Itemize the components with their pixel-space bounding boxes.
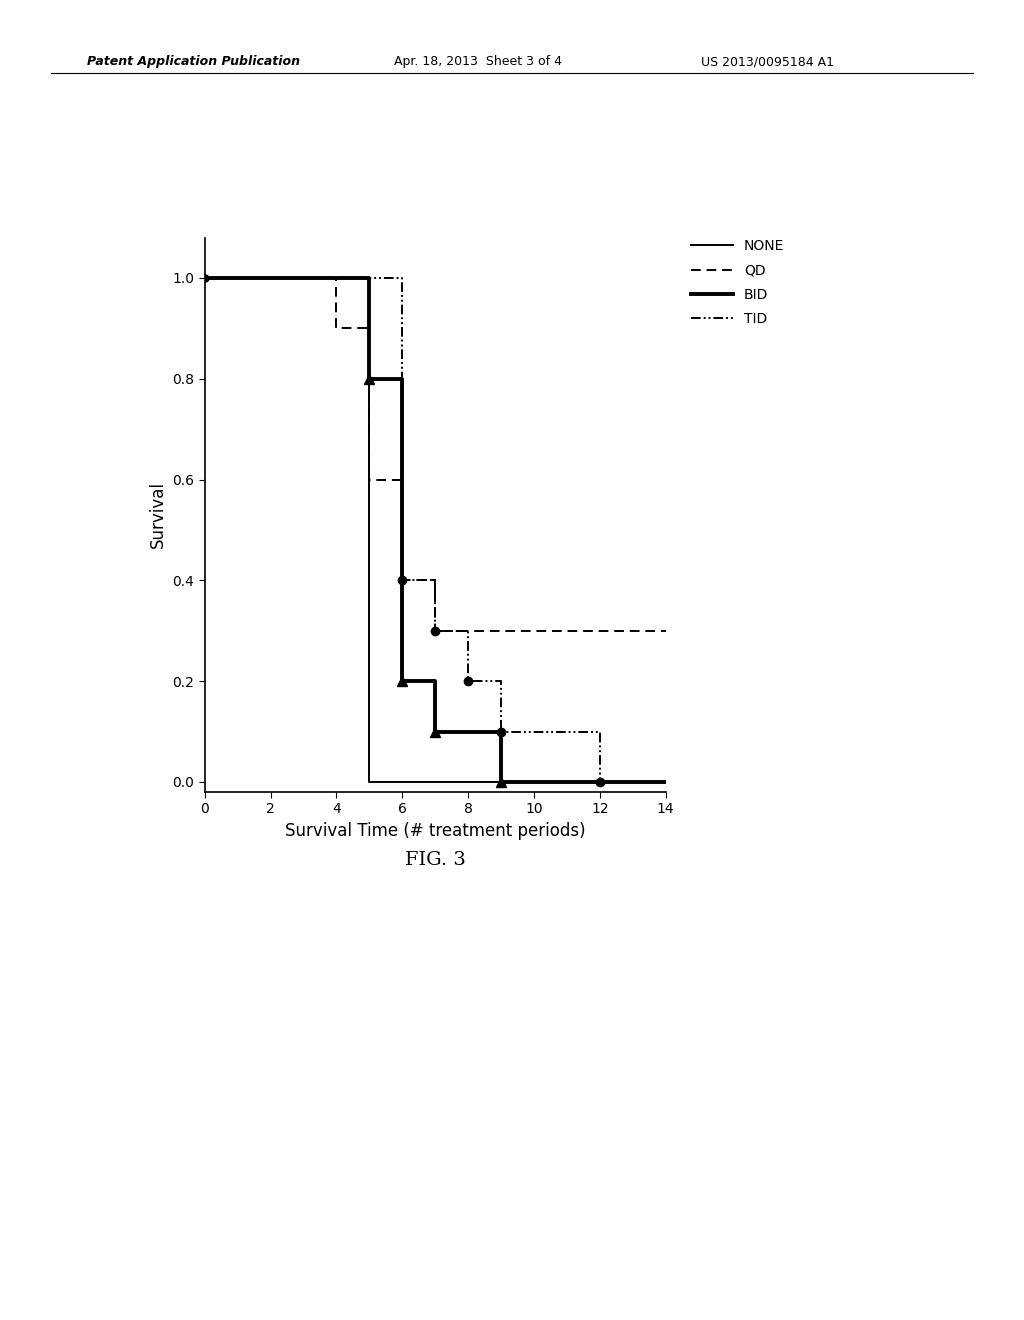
X-axis label: Survival Time (# treatment periods): Survival Time (# treatment periods) — [285, 822, 586, 840]
Text: Apr. 18, 2013  Sheet 3 of 4: Apr. 18, 2013 Sheet 3 of 4 — [394, 55, 562, 69]
Y-axis label: Survival: Survival — [148, 482, 167, 548]
Text: FIG. 3: FIG. 3 — [404, 851, 466, 870]
Text: US 2013/0095184 A1: US 2013/0095184 A1 — [701, 55, 835, 69]
Legend: NONE, QD, BID, TID: NONE, QD, BID, TID — [691, 239, 784, 326]
Text: Patent Application Publication: Patent Application Publication — [87, 55, 300, 69]
